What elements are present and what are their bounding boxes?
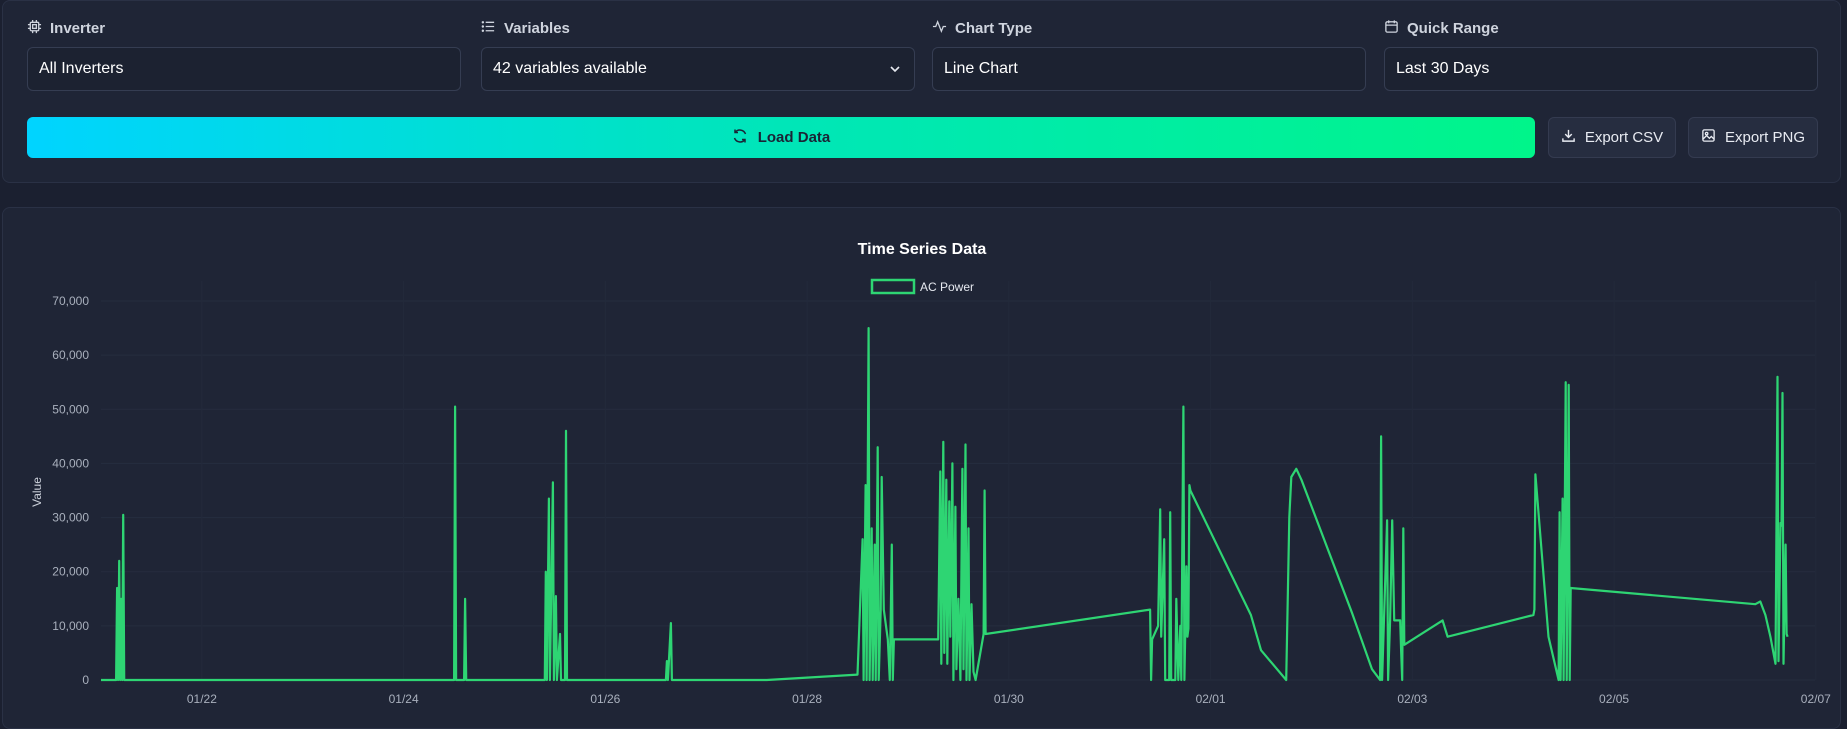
inverter-label-text: Inverter (50, 19, 106, 37)
legend-label: AC Power (920, 280, 974, 294)
chart-type-select[interactable]: Line Chart (932, 47, 1366, 91)
x-tick-label: 01/24 (389, 692, 419, 706)
chart-type-label-text: Chart Type (955, 19, 1033, 37)
y-tick-label: 50,000 (52, 402, 89, 416)
quick-range-select[interactable]: Last 30 Days (1384, 47, 1818, 91)
x-tick-label: 01/30 (994, 692, 1024, 706)
list-icon (481, 19, 496, 38)
export-csv-button[interactable]: Export CSV (1548, 117, 1676, 158)
y-tick-label: 30,000 (52, 511, 89, 525)
load-data-button[interactable]: Load Data (27, 117, 1535, 158)
export-png-button[interactable]: Export PNG (1688, 117, 1818, 158)
calendar-icon (1384, 19, 1399, 38)
chevron-down-icon (888, 62, 902, 76)
inverter-select-value: All Inverters (39, 60, 124, 77)
inverter-select[interactable]: All Inverters (27, 47, 461, 91)
x-tick-label: 01/22 (187, 692, 217, 706)
x-tick-label: 02/03 (1397, 692, 1427, 706)
activity-icon (932, 19, 947, 38)
variables-select[interactable]: 42 variables available (481, 47, 915, 91)
inverter-label: Inverter (27, 18, 105, 38)
y-tick-label: 0 (82, 673, 89, 687)
export-csv-label: Export CSV (1584, 129, 1664, 146)
controls-panel: Inverter All Inverters Variables 42 vari… (2, 0, 1841, 183)
quick-range-label-text: Quick Range (1407, 19, 1499, 37)
image-icon (1701, 128, 1716, 147)
export-png-label: Export PNG (1724, 129, 1806, 146)
time-series-chart: Time Series Data AC Power Value 0 10,000 2… (30, 241, 1831, 706)
y-tick-label: 70,000 (52, 294, 89, 308)
x-tick-label: 01/26 (590, 692, 620, 706)
y-tick-label: 10,000 (52, 619, 89, 633)
refresh-icon (732, 128, 748, 148)
x-tick-label: 02/05 (1599, 692, 1629, 706)
chart-legend[interactable]: AC Power (870, 278, 974, 295)
y-axis-label: Value (30, 477, 44, 507)
variables-label-text: Variables (504, 19, 570, 37)
download-icon (1561, 128, 1576, 147)
quick-range-select-value: Last 30 Days (1396, 60, 1490, 77)
x-tick-label: 02/01 (1196, 692, 1226, 706)
x-tick-label: 02/07 (1801, 692, 1831, 706)
chart-type-label: Chart Type (932, 18, 1032, 38)
chart-card: Time Series Data AC Power Value 0 10,000 2… (2, 207, 1841, 729)
legend-swatch (870, 278, 916, 295)
y-tick-label: 60,000 (52, 348, 89, 362)
chart-title: Time Series Data (858, 241, 987, 258)
quick-range-label: Quick Range (1384, 18, 1499, 38)
y-tick-label: 20,000 (52, 565, 89, 579)
variables-label: Variables (481, 18, 570, 38)
series-line-ac-power (101, 327, 1789, 682)
chart-type-select-value: Line Chart (944, 60, 1018, 77)
variables-select-value: 42 variables available (493, 60, 647, 77)
y-tick-label: 40,000 (52, 456, 89, 470)
load-data-label: Load Data (757, 129, 831, 146)
cpu-icon (27, 19, 42, 38)
x-tick-label: 01/28 (792, 692, 822, 706)
